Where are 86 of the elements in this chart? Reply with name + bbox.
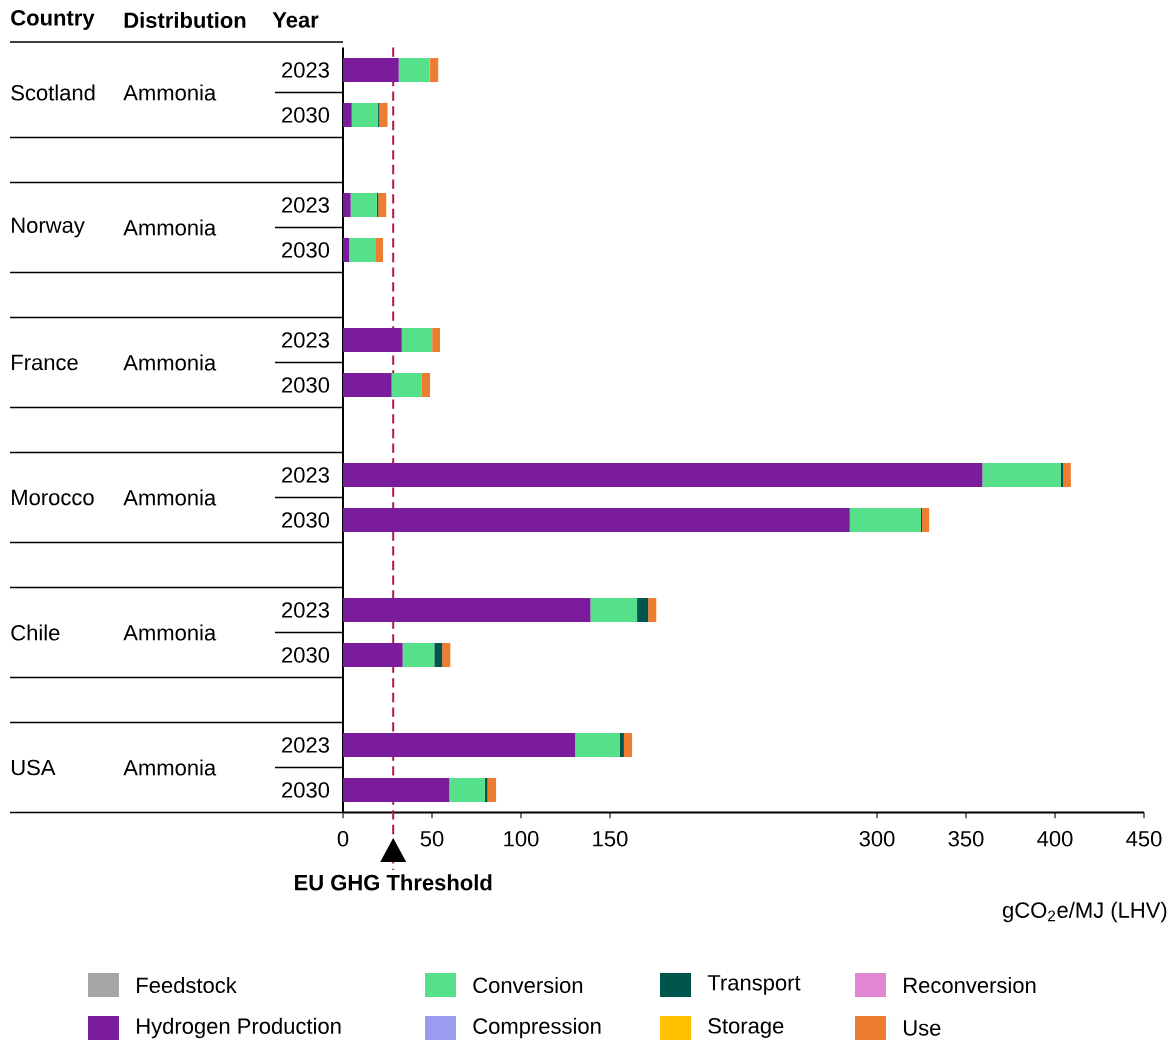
bar	[575, 733, 620, 758]
x-tick-label: 350	[948, 830, 984, 847]
bar	[849, 508, 921, 533]
x-axis-title: gCO$_{2}$e/MJ (LHV)	[1002, 901, 1167, 923]
y-tick-label: 2030	[282, 512, 330, 528]
x-tick-label: 400	[1037, 830, 1073, 847]
x-tick-label: 50	[420, 830, 444, 847]
legend-label: Use	[903, 1020, 941, 1036]
bar	[343, 778, 450, 803]
bar	[442, 643, 451, 668]
y-tick-label: 2030	[282, 107, 330, 123]
legend-label: Reconversion	[904, 976, 1036, 994]
text: Distribution	[124, 11, 246, 29]
bar	[648, 598, 657, 623]
legend-label: Compression	[473, 1017, 601, 1039]
y-tick-label: 2030	[282, 377, 330, 393]
bar	[375, 238, 384, 263]
legend-label: Storage	[708, 1018, 784, 1038]
bar	[378, 193, 387, 218]
y-tick-label: 2023	[282, 62, 329, 78]
y-tick-label: 2023	[282, 467, 329, 483]
bar	[484, 778, 488, 803]
bar	[343, 598, 591, 623]
bar	[343, 463, 983, 488]
bar	[343, 328, 402, 353]
text: Chile	[11, 624, 60, 641]
bar	[421, 373, 431, 398]
legend-label: Transport	[707, 975, 801, 995]
x-tick-label: 100	[504, 830, 539, 847]
bar	[637, 598, 649, 623]
bar	[343, 103, 352, 128]
text: France	[12, 354, 78, 371]
bar	[343, 373, 392, 398]
text: Ammonia	[123, 489, 217, 506]
bar	[343, 643, 403, 668]
bar	[590, 598, 638, 623]
bar	[343, 193, 351, 218]
text: Norway	[12, 217, 85, 238]
text: Morocco	[12, 489, 94, 506]
text: Scotland	[11, 84, 95, 101]
text: Country	[11, 10, 95, 30]
bar	[430, 58, 439, 83]
bar	[349, 238, 376, 263]
y-tick-label: 2023	[282, 332, 329, 348]
bar	[922, 508, 930, 533]
bar	[1063, 463, 1071, 488]
text: Ammonia	[123, 219, 217, 236]
bar	[619, 733, 624, 758]
bar	[401, 328, 433, 353]
bar	[398, 58, 429, 83]
x-tick-label: 300	[859, 830, 895, 847]
y-tick-label: 2030	[282, 242, 330, 258]
bar	[379, 103, 388, 128]
bar	[351, 103, 379, 128]
bar	[449, 778, 485, 803]
y-tick-label: 2023	[282, 197, 329, 213]
x-tick-label: 150	[593, 830, 628, 847]
text: Year	[272, 12, 319, 28]
bar	[1060, 463, 1064, 488]
y-tick-label: 2030	[282, 782, 330, 798]
legend-label: Conversion	[473, 976, 583, 994]
bar	[434, 643, 443, 668]
text: Ammonia	[123, 84, 217, 101]
y-tick-label: 2023	[282, 737, 329, 753]
bar	[343, 508, 850, 533]
text: Ammonia	[123, 624, 217, 641]
x-tick-label: 450	[1126, 830, 1162, 847]
x-tick-label: 0	[337, 830, 349, 847]
bar	[391, 373, 422, 398]
text: Ammonia	[123, 354, 217, 371]
y-tick-label: 2023	[282, 602, 329, 618]
text: Ammonia	[123, 759, 217, 776]
legend-label: Hydrogen Production	[137, 1017, 341, 1039]
bar	[343, 58, 399, 83]
bar	[350, 193, 377, 218]
ref-line-label: EU GHG Threshold	[295, 874, 492, 891]
bar	[343, 733, 576, 758]
y-tick-label: 2030	[282, 647, 330, 663]
legend-label: Feedstock	[137, 976, 237, 994]
bar	[402, 643, 435, 668]
bar	[623, 733, 633, 758]
bar	[343, 238, 350, 263]
bar	[487, 778, 497, 803]
bar	[432, 328, 441, 353]
text: USA	[11, 759, 56, 776]
bar	[982, 463, 1061, 488]
